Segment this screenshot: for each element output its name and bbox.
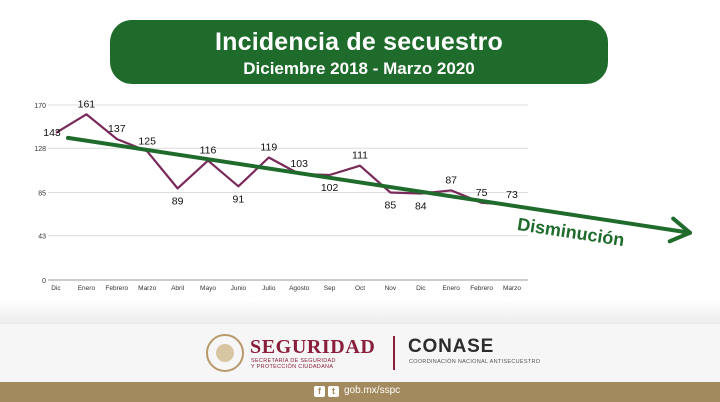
series-polyline [55,113,513,206]
footer-gradient [0,300,720,324]
y-tick-label: 43 [38,234,46,241]
site-url[interactable]: gob.mx/sspc [344,385,401,396]
data-label: 73 [506,189,518,201]
data-label: 103 [290,158,308,170]
data-label: 125 [138,135,156,147]
x-tick-label: Marzo [138,285,156,292]
y-axis-ticks: 0 43 85 128 170 [34,103,46,285]
y-tick-label: 85 [38,191,46,198]
x-tick-label: Febrero [105,285,128,292]
seguridad-subtitle-line1: SECRETARÍA DE SEGURIDAD [251,358,336,364]
y-tick-label: 128 [34,146,46,153]
data-label: 87 [445,174,457,186]
title-banner: Incidencia de secuestro Diciembre 2018 -… [110,20,608,84]
mexico-seal-icon [206,334,244,372]
twitter-icon[interactable]: t [328,386,339,397]
x-tick-label: Febrero [470,285,493,292]
data-label: 137 [108,123,126,135]
x-tick-label: Junio [231,285,247,292]
social-icons: f t [314,386,339,398]
seguridad-logo-text: SEGURIDAD [250,336,376,358]
seguridad-logo-subtitle: SECRETARÍA DE SEGURIDAD Y PROTECCIÓN CIU… [251,358,336,370]
data-label: 116 [200,145,217,157]
trend-arrow: Disminución [66,135,692,250]
trend-line [66,135,692,235]
y-tick-label: 170 [34,103,46,110]
conase-logo-text: CONASE [408,336,495,357]
facebook-icon[interactable]: f [314,386,325,397]
x-tick-label: Mayo [200,285,216,292]
x-tick-label: Oct [355,285,365,292]
data-label: 102 [321,182,339,194]
data-label: 111 [352,150,368,162]
line-chart: 0 43 85 128 170 Dic Enero Febrero Marzo Abril May… [34,98,692,292]
chart-subtitle: Diciembre 2018 - Marzo 2020 [243,59,475,78]
data-label: 161 [78,98,96,110]
y-tick-label: 0 [42,278,46,285]
seguridad-subtitle-line2: Y PROTECCIÓN CIUDADANA [251,364,334,370]
x-tick-label: Sep [324,285,336,292]
x-tick-label: Enero [443,285,461,292]
data-label: 84 [415,201,427,213]
conase-logo-subtitle: COORDINACIÓN NACIONAL ANTISECUESTRO [409,359,541,365]
x-tick-label: Enero [78,285,96,292]
data-label: 75 [476,187,488,199]
x-tick-label: Nov [385,285,397,292]
data-label: 89 [172,195,184,207]
x-tick-label: Dic [416,285,426,292]
logo-divider [393,336,395,370]
series-line [55,113,513,206]
chart-title: Incidencia de secuestro [214,28,504,56]
logos-strip: SEGURIDAD SECRETARÍA DE SEGURIDAD Y PROT… [0,324,720,382]
data-labels: 143 161 137 125 89 116 91 119 103 102 111 85 84 87 75 7… [43,98,518,212]
data-label: 119 [260,142,277,154]
data-label: 85 [385,200,397,212]
x-tick-label: Marzo [503,285,521,292]
x-tick-label: Agosto [289,285,310,292]
data-label: 91 [233,193,245,205]
x-tick-label: Abril [171,285,185,292]
x-tick-label: Julio [262,285,276,292]
data-label: 143 [43,127,61,139]
x-axis-ticks: Dic Enero Febrero Marzo Abril Mayo Junio Julio A… [51,285,521,292]
arrow-head [667,216,692,244]
x-tick-label: Dic [51,285,61,292]
bottom-bar: f t gob.mx/sspc [0,382,720,402]
